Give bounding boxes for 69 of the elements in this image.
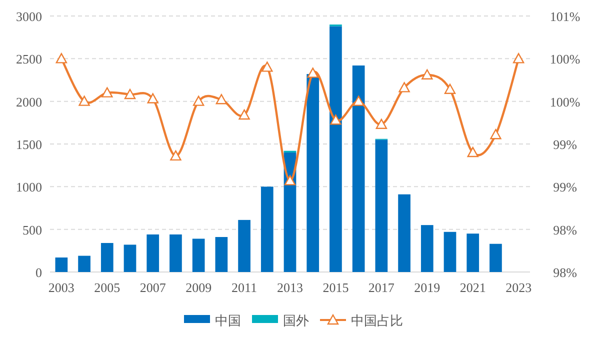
point xyxy=(422,69,433,80)
bar xyxy=(490,244,502,272)
bar xyxy=(330,26,342,272)
bar xyxy=(170,234,182,272)
point xyxy=(56,53,68,64)
point xyxy=(376,118,388,129)
y2-tick-label: 98% xyxy=(553,265,578,280)
bar xyxy=(466,234,480,272)
x-tick-label: 2011 xyxy=(232,280,258,295)
legend-label: 中国占比 xyxy=(351,313,403,328)
point xyxy=(262,62,273,72)
x-tick-label: 2005 xyxy=(94,280,120,295)
point xyxy=(307,68,318,78)
bar xyxy=(352,65,365,272)
y-tick-label: 3000 xyxy=(16,9,42,24)
bar xyxy=(55,257,68,272)
point xyxy=(147,93,158,104)
y2-tick-label: 98% xyxy=(553,222,578,238)
bar xyxy=(444,232,456,272)
bar xyxy=(375,140,388,272)
x-tick-label: 2021 xyxy=(460,280,486,295)
bar xyxy=(238,220,250,272)
y-tick-label: 0 xyxy=(36,265,42,280)
y-tick-label: 1500 xyxy=(16,137,42,152)
point xyxy=(102,87,113,98)
bar xyxy=(192,238,205,272)
bar xyxy=(100,242,114,272)
legend-label: 中国 xyxy=(215,313,241,328)
point xyxy=(238,109,250,120)
y-tick-label: 1000 xyxy=(16,180,42,195)
point xyxy=(124,88,136,100)
bar xyxy=(398,194,410,272)
legend-label: 国外 xyxy=(283,313,309,328)
y2-tick-label: 100% xyxy=(550,52,580,67)
y-tick-label: 2500 xyxy=(16,52,42,67)
x-tick-label: 2019 xyxy=(414,280,440,295)
point xyxy=(330,114,342,125)
y-tick-label: 500 xyxy=(22,222,42,238)
point xyxy=(490,129,502,140)
point xyxy=(192,96,204,106)
x-tick-label: 2003 xyxy=(48,280,74,295)
y2-tick-label: 101% xyxy=(550,9,580,24)
bar xyxy=(420,225,434,272)
bar xyxy=(306,74,320,272)
y2-tick-label: 99% xyxy=(553,180,578,195)
bar xyxy=(260,186,274,272)
point xyxy=(78,96,90,106)
bar xyxy=(146,234,160,272)
point xyxy=(284,175,296,186)
y-tick-label: 2000 xyxy=(16,94,42,110)
y2-tick-label: 100% xyxy=(550,94,580,110)
point xyxy=(444,84,456,94)
y2-tick-label: 99% xyxy=(553,137,578,152)
x-tick-label: 2009 xyxy=(186,280,212,295)
x-tick-label: 2015 xyxy=(322,280,349,295)
point xyxy=(170,150,182,161)
x-tick-label: 2017 xyxy=(368,280,395,295)
bar xyxy=(124,244,136,272)
point xyxy=(512,53,524,64)
x-tick-label: 2023 xyxy=(506,280,532,295)
x-tick-label: 2007 xyxy=(140,280,166,295)
x-tick-label: 2013 xyxy=(277,280,303,295)
point xyxy=(467,146,478,158)
point xyxy=(216,94,228,104)
point xyxy=(398,82,410,92)
bar xyxy=(284,152,296,272)
bar xyxy=(215,237,228,272)
bar xyxy=(78,256,90,272)
point xyxy=(352,96,364,106)
